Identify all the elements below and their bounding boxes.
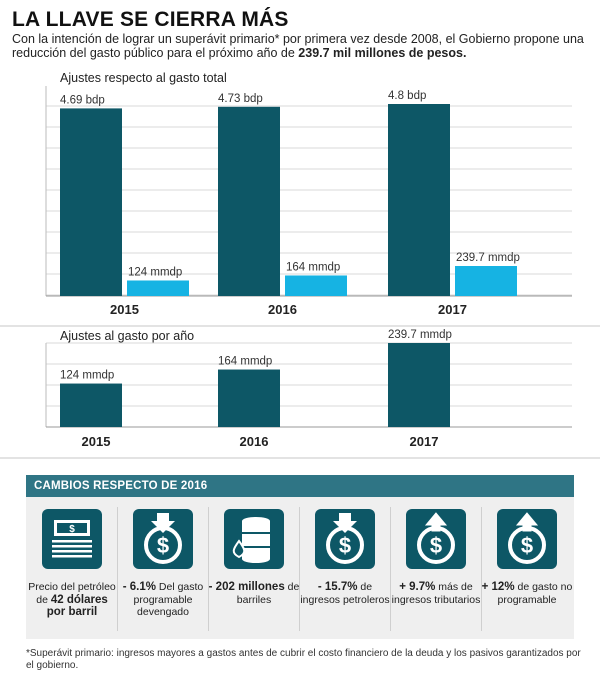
card-divider: [208, 507, 209, 631]
bar-label-total-2015: 4.69 bdp: [60, 94, 105, 106]
x-tick-2017: 2017: [438, 302, 467, 317]
bar-label-year-2017: 239.7 mmdp: [388, 329, 452, 341]
bar-label-total-2017: 4.8 bdp: [388, 90, 426, 102]
x-tick-2017: 2017: [410, 434, 439, 449]
change-card: - 202 millones de barriles: [209, 507, 299, 633]
bar-label-cut-2016: 164 mmdp: [286, 261, 340, 273]
change-card-text: - 202 millones de barriles: [208, 581, 300, 606]
bar-label-cut-2015: 124 mmdp: [128, 266, 182, 278]
change-card-text: - 15.7% de ingresos petroleros: [299, 581, 391, 606]
change-card-figure: + 9.7%: [399, 581, 436, 593]
money-down-icon: $: [131, 507, 195, 571]
oil-barrel-icon: [222, 507, 286, 571]
change-card-figure: 42 dólares por barril: [46, 593, 108, 619]
bar-total-2015: [60, 108, 122, 297]
change-card-post: de ingresos petroleros: [300, 581, 390, 606]
bar-cut-2017: [455, 266, 517, 296]
svg-text:$: $: [339, 533, 351, 558]
bar-label-total-2016: 4.73 bdp: [218, 93, 263, 105]
changes-panel: $ Precio del petróleo de 42 dólares por …: [26, 497, 574, 639]
change-card: $ + 9.7% más de ingresos tributarios: [392, 507, 480, 633]
money-up-icon: $: [404, 507, 468, 571]
svg-text:$: $: [430, 533, 442, 558]
x-tick-2015: 2015: [110, 302, 139, 317]
card-divider: [390, 507, 391, 631]
chart1-title: Ajustes respecto al gasto total: [60, 71, 227, 85]
charts-canvas: Ajustes respecto al gasto total 4.69 bdp 1…: [0, 68, 600, 459]
change-card-pre: Precio del petróleo de: [28, 581, 116, 606]
change-card: $ Precio del petróleo de 42 dólares por …: [28, 507, 116, 633]
money-down-icon: $: [313, 507, 377, 571]
page-subtitle: Con la intención de lograr un superávit …: [12, 32, 592, 60]
page-title: LA LLAVE SE CIERRA MÁS: [12, 8, 289, 31]
chart-total-spending: Ajustes respecto al gasto total 4.69 bdp 1…: [45, 68, 572, 320]
change-card-figure: - 6.1%: [122, 581, 156, 593]
bar-label-cut-2017: 239.7 mmdp: [456, 252, 520, 264]
money-up-icon: $: [495, 507, 559, 571]
change-card-text: + 12% de gasto no programable: [481, 581, 573, 606]
change-card-post: de barriles: [236, 581, 300, 606]
chart-spending-per-year: Ajustes al gasto por año 124 mmdp 2015 164 …: [0, 325, 600, 459]
bar-label-year-2015: 124 mmdp: [60, 370, 114, 382]
change-card-text: - 6.1% Del gasto programable devengado: [117, 581, 209, 619]
change-card: $ - 6.1% Del gasto programable devengado: [121, 507, 205, 633]
change-card-figure: + 12%: [481, 581, 515, 593]
change-card-text: Precio del petróleo de 42 dólares por ba…: [26, 581, 118, 619]
change-card-post: Del gasto programable devengado: [133, 581, 204, 618]
card-divider: [117, 507, 118, 631]
dollar-bills-icon: $: [40, 507, 104, 571]
change-card-figure: - 15.7%: [317, 581, 358, 593]
bar-year-2017: [388, 343, 450, 427]
bar-year-2016: [218, 369, 280, 427]
bar-cut-2016: [285, 275, 347, 296]
change-card-post: de gasto no programable: [497, 581, 573, 606]
footnote: *Superávit primario: ingresos mayores a …: [26, 648, 581, 671]
x-tick-2016: 2016: [268, 302, 297, 317]
x-tick-2015: 2015: [82, 434, 111, 449]
chart2-title: Ajustes al gasto por año: [60, 329, 194, 343]
bar-cut-2015: [127, 280, 189, 296]
svg-text:$: $: [521, 533, 533, 558]
svg-text:$: $: [69, 524, 75, 535]
change-card-text: + 9.7% más de ingresos tributarios: [390, 581, 482, 606]
card-divider: [481, 507, 482, 631]
changes-header: CAMBIOS RESPECTO DE 2016: [26, 475, 574, 497]
card-divider: [299, 507, 300, 631]
change-card: $ + 12% de gasto no programable: [482, 507, 572, 633]
svg-text:$: $: [157, 533, 169, 558]
change-card: $ - 15.7% de ingresos petroleros: [300, 507, 390, 633]
change-card-post: más de ingresos tributarios: [391, 581, 481, 606]
bar-label-year-2016: 164 mmdp: [218, 356, 272, 368]
x-tick-2016: 2016: [240, 434, 269, 449]
subtitle-text: Con la intención de lograr un superávit …: [12, 32, 584, 60]
bar-total-2017: [388, 104, 450, 296]
change-card-figure: - 202 millones: [208, 581, 285, 593]
bar-total-2016: [218, 106, 280, 296]
bar-year-2015: [60, 383, 122, 427]
subtitle-highlight: 239.7 mil millones de pesos.: [298, 46, 467, 60]
